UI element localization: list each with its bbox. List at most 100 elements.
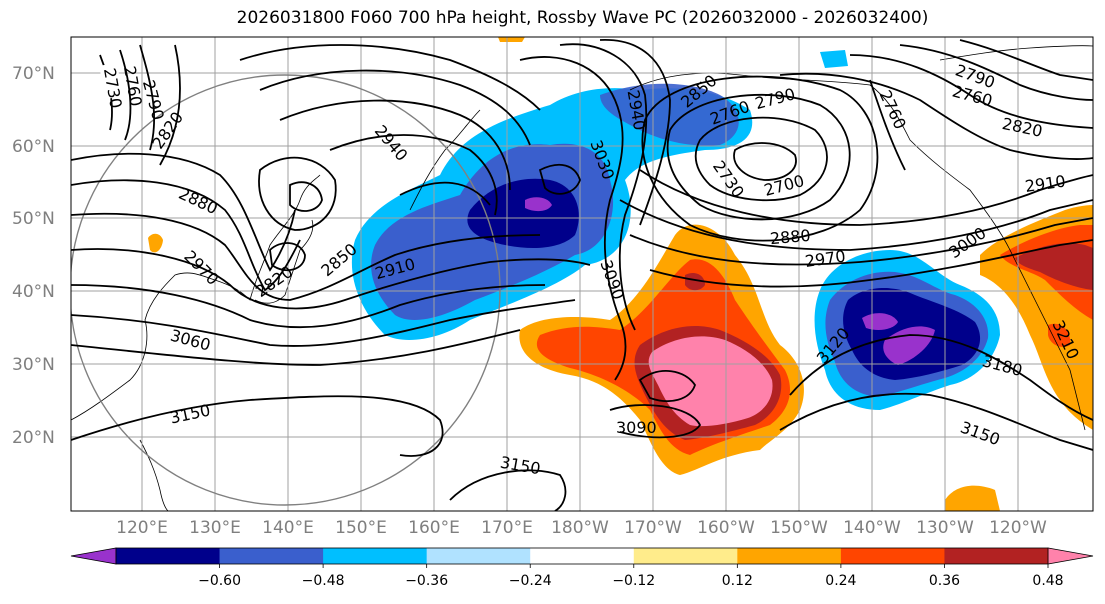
coast-north-america	[1009, 249, 1086, 431]
lat-label: 30°N	[12, 355, 55, 375]
colorbar: −0.60 −0.48 −0.36 −0.24 −0.12 0.12 0.24 0.36 0.4…	[70, 547, 1094, 589]
contour-line	[899, 44, 1093, 101]
contour-line	[733, 142, 797, 181]
contour-line	[666, 93, 851, 221]
lon-label: 150°W	[770, 518, 828, 538]
lon-label: 120°E	[116, 518, 168, 538]
positive-anomaly-north-america	[148, 205, 1093, 511]
colorbar-tick-label: −0.24	[509, 573, 552, 589]
colorbar-extend-min	[70, 547, 117, 565]
contour-line	[538, 163, 581, 195]
radius-circle	[71, 74, 501, 506]
anomaly-sky-patch	[820, 50, 848, 68]
colorbar-tick-label: −0.12	[612, 573, 655, 589]
contour-line	[609, 404, 702, 439]
contour-line	[869, 79, 906, 171]
contour-line	[159, 44, 181, 166]
anomaly-purple-fill	[525, 197, 552, 212]
contour-line	[71, 179, 301, 292]
anomaly-orange-patch-wp	[148, 233, 163, 253]
lat-label: 60°N	[12, 137, 55, 157]
lon-label: 160°E	[408, 518, 460, 538]
contour-line	[399, 181, 491, 206]
lon-label: 160°W	[697, 518, 755, 538]
colorbar-segment	[737, 548, 842, 564]
colorbar-extend-max	[1047, 547, 1094, 565]
contour-line	[279, 99, 511, 191]
contour-line	[71, 329, 521, 366]
anomaly-pink-fill	[648, 336, 773, 427]
longitude-axis: 120°E 130°E 140°E 150°E 160°E 170°E 180°…	[116, 518, 1047, 538]
contour-line	[649, 239, 1093, 288]
lat-label: 20°N	[12, 428, 55, 448]
contour-line	[71, 152, 296, 272]
colorbar-segment	[116, 548, 221, 564]
map-frame	[70, 36, 1094, 512]
contour-label: 3090	[616, 418, 657, 437]
colorbar-tick-label: 0.48	[1032, 573, 1063, 589]
contour-line	[959, 39, 1093, 81]
anomaly-red-patch-na	[1048, 323, 1071, 347]
colorbar-tick-label: −0.48	[302, 573, 345, 589]
contour-line	[638, 370, 696, 402]
contour-line	[619, 199, 1093, 251]
contour-line	[779, 392, 1093, 451]
contour-line	[71, 395, 444, 457]
contour-line	[694, 116, 828, 202]
colorbar-segments	[70, 547, 1094, 565]
contour-line	[259, 69, 531, 146]
contour-line	[269, 242, 306, 272]
contour-line	[71, 299, 576, 347]
colorbar-segment	[530, 548, 635, 564]
lon-label: 130°E	[189, 518, 241, 538]
lon-label: 170°W	[624, 518, 682, 538]
colorbar-tick-label: 0.12	[722, 573, 753, 589]
contour-line	[629, 217, 1093, 266]
contour-line	[789, 334, 1093, 421]
contour-line	[329, 134, 498, 216]
colorbar-segment	[323, 548, 428, 564]
contour-line	[71, 212, 541, 301]
colorbar-segment	[219, 548, 324, 564]
coast-arctic	[939, 45, 1093, 61]
contour-line	[71, 248, 591, 310]
anomaly-purple-fill-east-1	[862, 313, 898, 330]
contour-line	[519, 56, 627, 381]
colorbar-tick-label: 0.24	[825, 573, 856, 589]
colorbar-segment	[944, 548, 1049, 564]
positive-anomaly-central-pacific	[519, 224, 804, 475]
anomaly-dark-red-fill-na	[1015, 243, 1093, 290]
lon-label: 180°W	[551, 518, 609, 538]
colorbar-segment	[633, 548, 738, 564]
contour-line	[849, 54, 1093, 129]
coast-japan	[254, 219, 314, 304]
lon-label: 170°E	[481, 518, 533, 538]
contour-line	[71, 284, 546, 329]
contour-label: 2880	[769, 226, 811, 248]
contour-line	[119, 49, 132, 141]
contour-line	[449, 469, 567, 511]
map-title: 2026031800 F060 700 hPa height, Rossby W…	[236, 8, 929, 28]
latitude-axis: 70°N 60°N 50°N 40°N 30°N 20°N	[12, 64, 55, 448]
contour-line	[139, 44, 156, 151]
contour-line	[779, 72, 1093, 160]
height-contours	[71, 39, 1093, 511]
anomaly-orange-patch-sw	[945, 485, 1000, 511]
lon-label: 140°E	[262, 518, 314, 538]
lon-label: 130°W	[916, 518, 974, 538]
contour-line	[639, 169, 1093, 226]
colorbar-segment	[840, 548, 945, 564]
colorbar-tick-label: 0.36	[929, 573, 960, 589]
colorbar-segment	[426, 548, 531, 564]
lat-label: 50°N	[12, 209, 55, 229]
lat-label: 40°N	[12, 282, 55, 302]
colorbar-tick-label: −0.60	[198, 573, 241, 589]
contour-line	[641, 75, 879, 242]
contour-line	[239, 44, 541, 111]
lon-label: 140°W	[843, 518, 901, 538]
colorbar-ticks: −0.60 −0.48 −0.36 −0.24 −0.12 0.12 0.24 0.36 0.4…	[198, 564, 1064, 589]
contour-line	[289, 181, 323, 212]
lon-label: 120°W	[989, 518, 1047, 538]
contour-line	[258, 156, 337, 231]
